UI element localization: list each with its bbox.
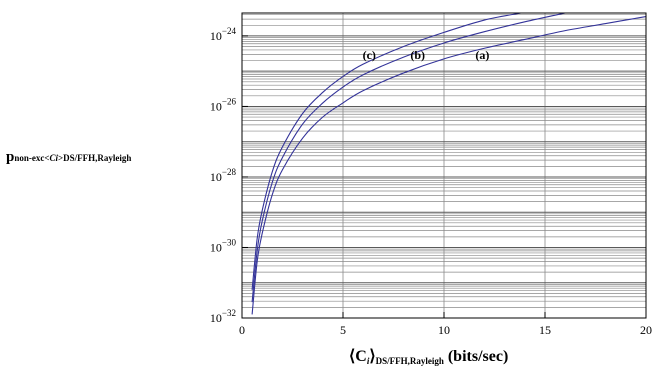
x-tick-label: 10 — [438, 323, 450, 337]
y-tick-label-base: 10 — [210, 170, 222, 184]
y-tick-label-exp: −30 — [222, 237, 237, 247]
series-line — [251, 13, 521, 290]
y-tick-label-exp: −26 — [222, 96, 237, 106]
x-axis-label-open: ⟨ — [349, 348, 356, 365]
y-axis-label-main: p — [6, 149, 15, 165]
y-tick-label: 10−32 — [210, 308, 236, 325]
x-tick-label: 15 — [539, 323, 551, 337]
y-tick-label: 10−26 — [210, 96, 237, 113]
curve-label: (a) — [475, 48, 489, 62]
y-axis-label-sub-ci: Ci — [49, 153, 58, 163]
x-axis-label-sub: DS/FFH,Rayleigh — [375, 356, 444, 366]
y-axis-label-sub-prefix: non-exc< — [14, 153, 50, 163]
grid-lines — [242, 13, 646, 318]
y-tick-label-exp: −28 — [222, 167, 237, 177]
y-tick-label-exp: −24 — [222, 26, 237, 36]
x-axis-label-close: ⟩ — [369, 348, 376, 365]
y-tick-label-base: 10 — [210, 240, 222, 254]
x-tick-label: 5 — [340, 323, 346, 337]
x-axis-label: ⟨Ci⟩DS/FFH,Rayleigh (bits/sec) — [349, 346, 508, 366]
curve-label: (c) — [363, 48, 376, 62]
series-line — [251, 13, 566, 303]
y-axis-label: pnon-exc<Ci>DS/FFH,Rayleigh — [6, 148, 131, 166]
series-lines — [251, 13, 646, 315]
x-tick-label: 0 — [239, 323, 245, 337]
curve-annotations: (a) (b) (c) — [363, 48, 490, 62]
y-tick-label: 10−24 — [210, 26, 237, 43]
x-axis-label-c: C — [355, 348, 367, 365]
plot-frame — [241, 12, 647, 319]
y-tick-label: 10−30 — [210, 237, 237, 254]
y-tick-label-base: 10 — [210, 99, 222, 113]
y-tick-label-base: 10 — [210, 311, 222, 325]
y-axis-label-sub-suffix: >DS/FFH,Rayleigh — [58, 153, 132, 163]
series-line — [251, 15, 646, 315]
curve-label: (b) — [410, 48, 425, 62]
y-tick-label: 10−28 — [210, 167, 237, 184]
y-tick-label-base: 10 — [210, 29, 222, 43]
x-axis-label-units: (bits/sec) — [443, 348, 509, 365]
y-tick-label-exp: −32 — [222, 308, 236, 318]
x-tick-label: 20 — [640, 323, 652, 337]
x-axis-label-i: i — [366, 356, 370, 366]
